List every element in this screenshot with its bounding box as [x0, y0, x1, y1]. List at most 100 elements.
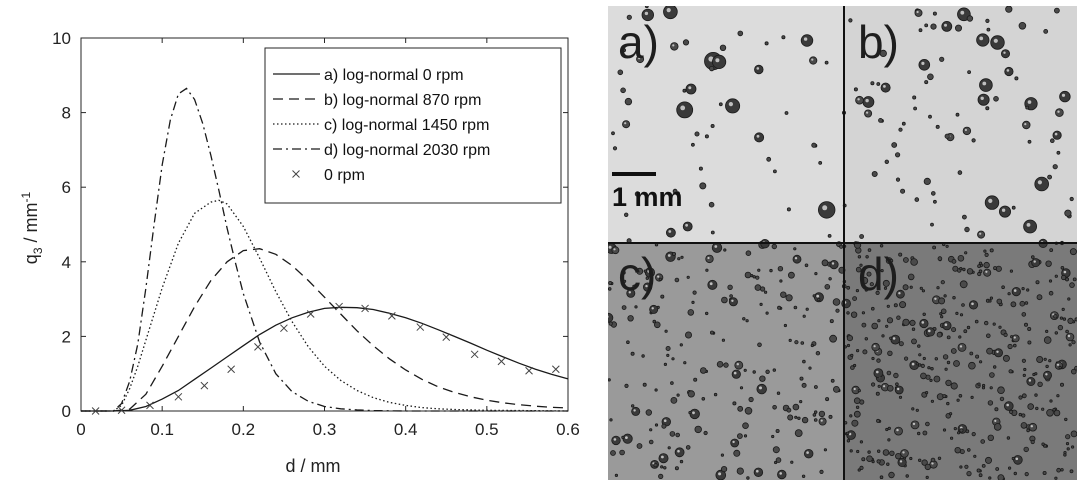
- bubble: [974, 319, 979, 324]
- data-point: [91, 407, 100, 415]
- bubble: [959, 428, 964, 433]
- bubble: [619, 449, 625, 456]
- bubble: [742, 422, 749, 430]
- bubble: [861, 457, 866, 462]
- bubble: [924, 463, 931, 471]
- bubble: [1036, 355, 1044, 363]
- bubble: [978, 269, 983, 274]
- bubble: [859, 263, 863, 267]
- bubble: [881, 334, 885, 338]
- y-tick-label: 2: [62, 327, 71, 346]
- bubble: [756, 383, 767, 395]
- bubble: [839, 244, 844, 249]
- bubble: [846, 285, 851, 290]
- bubble: [940, 315, 944, 319]
- data-point: [254, 342, 262, 351]
- bubble: [711, 54, 727, 70]
- bubble: [800, 34, 814, 47]
- bubble: [1043, 370, 1053, 380]
- bubble: [855, 266, 862, 273]
- bubble-highlight: [866, 111, 869, 114]
- bubble: [752, 275, 756, 279]
- bubble: [676, 101, 694, 119]
- bubble: [983, 268, 992, 277]
- bubble: [883, 286, 888, 290]
- bubble: [1030, 439, 1035, 445]
- bubble: [925, 421, 930, 427]
- bubble: [636, 443, 643, 449]
- bubble: [857, 468, 861, 472]
- bubble: [882, 279, 890, 287]
- bubble: [924, 80, 929, 85]
- bubble-highlight: [1054, 132, 1058, 136]
- bubble: [1008, 369, 1013, 374]
- bubble: [624, 383, 629, 388]
- bubble: [784, 111, 789, 115]
- bubble: [1026, 428, 1030, 433]
- bubble: [990, 35, 1005, 50]
- bubble: [1061, 274, 1067, 281]
- bubble: [944, 367, 948, 371]
- bubble: [671, 357, 675, 361]
- bubble: [1069, 248, 1077, 256]
- bubble: [957, 342, 967, 352]
- bubble: [685, 331, 693, 339]
- bubble: [1060, 382, 1065, 387]
- bubble: [852, 296, 857, 302]
- bubble: [850, 365, 855, 370]
- bubble: [764, 41, 769, 46]
- bubble: [1041, 442, 1045, 446]
- bubble: [955, 24, 963, 32]
- bubble-highlight: [1037, 180, 1042, 185]
- bubble: [895, 382, 899, 387]
- x-axis: 0 0.1 0.2 0.3 0.4 0.5 0.6: [76, 38, 580, 439]
- bubble: [935, 124, 940, 129]
- bubble: [876, 358, 881, 363]
- bubble: [611, 246, 620, 255]
- bubble: [1021, 393, 1027, 399]
- bubble: [729, 294, 733, 298]
- series-line-a: [81, 306, 569, 412]
- bubble: [617, 69, 624, 76]
- bubble: [896, 315, 901, 320]
- bubble: [790, 460, 794, 464]
- bubble: [997, 386, 1005, 395]
- bubble: [1006, 436, 1011, 440]
- bubble: [821, 259, 829, 267]
- bubble: [861, 311, 866, 315]
- bubble: [1049, 248, 1054, 253]
- bubble: [682, 39, 690, 46]
- bubble: [887, 350, 893, 356]
- bubble: [937, 456, 942, 460]
- bubble: [957, 170, 963, 175]
- bubble-highlight: [902, 451, 905, 454]
- bubble-highlight: [1028, 379, 1032, 382]
- bubble: [928, 114, 932, 119]
- bubble: [835, 308, 840, 313]
- bubble: [918, 28, 923, 33]
- bubble: [867, 248, 872, 252]
- bubble: [1043, 336, 1052, 344]
- bubble: [626, 288, 636, 298]
- bubble: [731, 369, 741, 379]
- bubble: [649, 304, 659, 314]
- bubble: [685, 83, 697, 95]
- bubble: [1018, 395, 1023, 400]
- bubble: [876, 459, 881, 464]
- bubble-highlight: [1027, 100, 1032, 104]
- bubble: [846, 343, 851, 348]
- bubble: [794, 415, 798, 419]
- bubble: [875, 391, 880, 396]
- bubble: [622, 120, 631, 129]
- bubble: [873, 368, 884, 379]
- bubble: [624, 212, 629, 217]
- bubble: [1018, 412, 1022, 417]
- x-tick-label: 0.4: [394, 420, 418, 439]
- bubble-highlight: [1061, 93, 1066, 97]
- bubble: [1072, 277, 1077, 282]
- bubble: [814, 271, 818, 276]
- bubble: [1022, 120, 1031, 130]
- bubble: [932, 245, 936, 250]
- bubble: [853, 87, 858, 92]
- bubble: [865, 255, 869, 259]
